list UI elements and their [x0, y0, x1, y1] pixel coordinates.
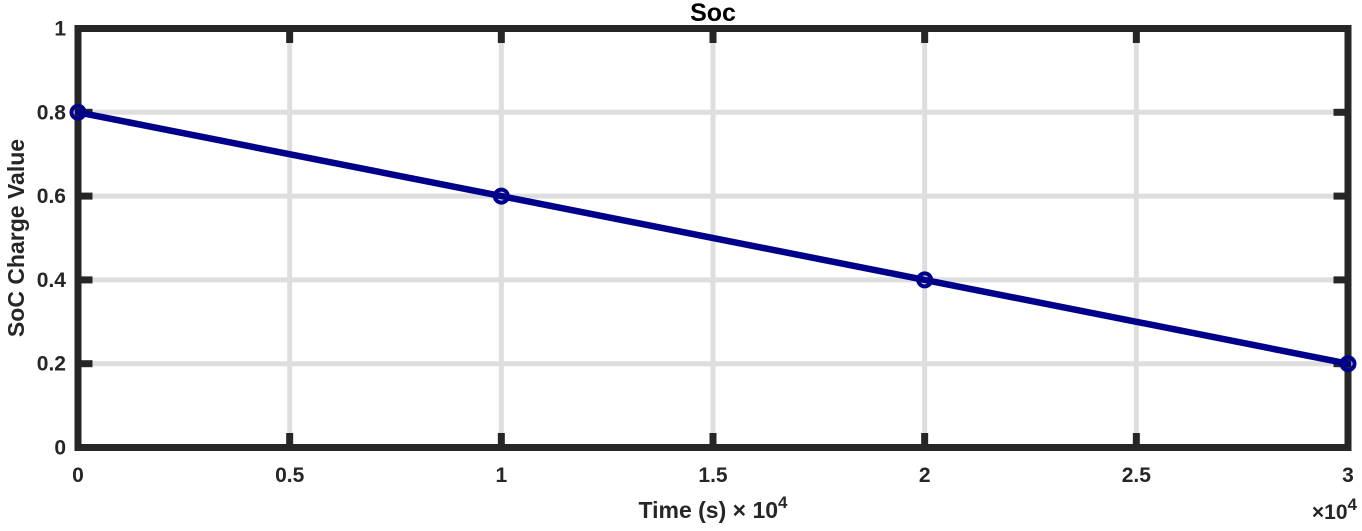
y-tick-label: 0.2	[37, 353, 66, 376]
x-axis-offset-base: ×10	[1312, 501, 1348, 524]
soc-data-line	[74, 109, 1352, 367]
x-axis-label-base: Time (s) × 10	[638, 497, 778, 523]
x-tick-label: 1.5	[698, 464, 728, 487]
x-tick-label: 3	[1342, 464, 1354, 487]
y-tick-label: 0.6	[37, 185, 66, 208]
x-axis-offset-label: ×104	[1312, 495, 1358, 524]
y-axis-label: SoC Charge Value	[3, 139, 29, 337]
x-axis-label-exponent: 4	[778, 493, 788, 512]
x-tick-label: 1	[495, 464, 507, 487]
data-point-marker	[916, 271, 934, 289]
y-tick-label: 0.4	[37, 269, 67, 292]
y-tick-label: 0.8	[37, 101, 67, 124]
x-tick-label: 2	[919, 464, 931, 487]
y-tick-label: 1	[54, 18, 66, 41]
axes-border	[74, 25, 1352, 451]
x-tick-label: 0	[72, 464, 84, 487]
chart-title: Soc	[690, 0, 736, 27]
x-tick-label: 0.5	[275, 464, 305, 487]
data-point-marker	[69, 103, 87, 121]
chart-layers: 0 0.5 1 1.5 2 2.5 3 0 0.2 0.4 0.6 0.8 1	[37, 18, 1357, 487]
data-point-marker	[1339, 355, 1357, 373]
x-axis-label: Time (s) × 104	[638, 493, 788, 523]
x-axis-offset-exponent: 4	[1348, 495, 1358, 514]
data-point-marker	[492, 187, 510, 205]
y-tick-label: 0	[54, 437, 66, 460]
x-tick-label: 2.5	[1122, 464, 1152, 487]
